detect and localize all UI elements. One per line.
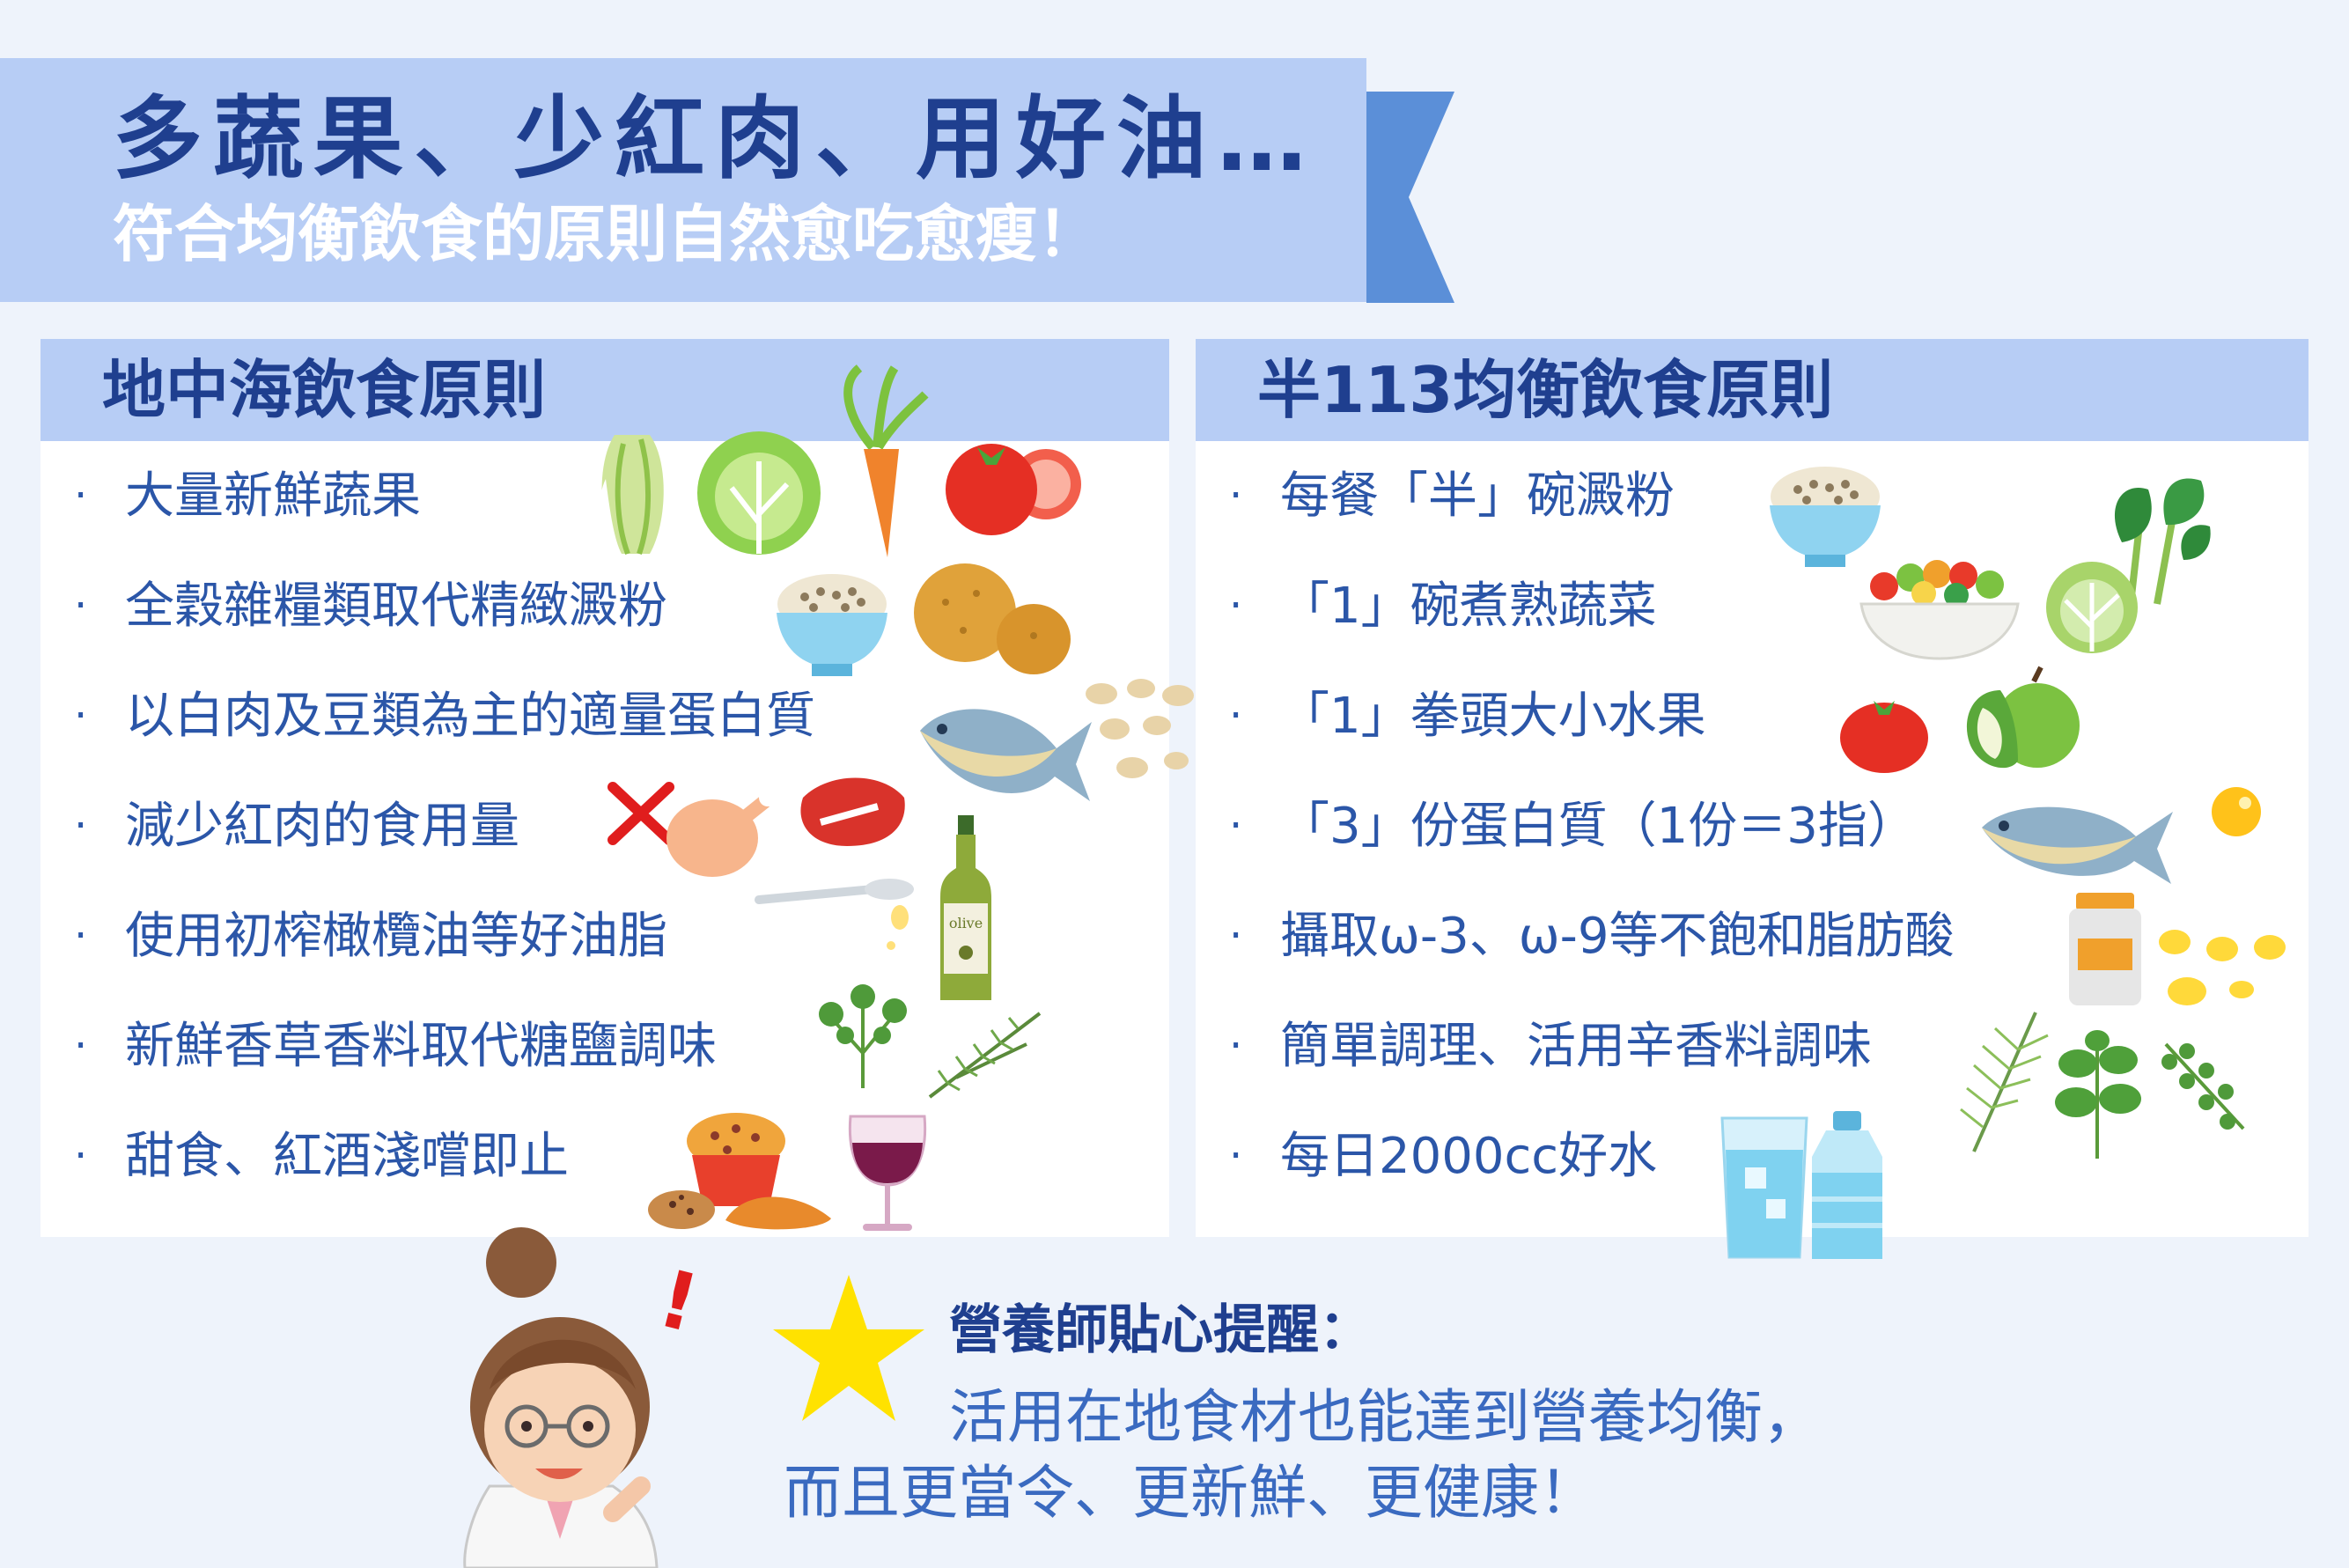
ribbon-tail-icon	[1366, 92, 1454, 303]
list-item: · 「1」碗煮熟蔬菜	[1229, 578, 1657, 635]
water-bottle-icon	[1812, 1111, 1882, 1259]
wine-glass-icon	[848, 1115, 927, 1231]
list-item: · 大量新鮮蔬果	[74, 467, 421, 525]
list-item: · 簡單調理、活用辛香料調味	[1229, 1018, 1872, 1075]
rice-bowl-icon	[1770, 467, 1881, 567]
cabbage-icon	[2046, 562, 2138, 653]
list-item: · 全穀雜糧類取代精緻澱粉	[74, 578, 667, 635]
olive-oil-bottle-icon: olive	[940, 815, 991, 1000]
list-item: · 攝取ω-3、ω-9等不飽和脂肪酸	[1229, 908, 1955, 965]
cabbage-icon	[600, 435, 664, 556]
tip-line-2: 而且更當令、更新鮮、更健康！	[784, 1459, 1597, 1527]
list-item: · 每餐「半」碗澱粉	[1229, 467, 1675, 525]
red-x-icon	[608, 782, 674, 845]
steak-icon	[800, 777, 905, 846]
lettuce-icon	[697, 431, 821, 555]
mediterranean-panel-title: 地中海飲食原則	[102, 353, 547, 427]
salad-bowl-icon	[1859, 560, 2020, 660]
list-item: · 新鮮香草香料取代糖鹽調味	[74, 1018, 717, 1075]
cookies-icon	[648, 1190, 831, 1230]
list-item: · 以白肉及豆類為主的適量蛋白質	[74, 688, 815, 745]
supplement-bottle-icon	[2069, 893, 2141, 1005]
page-title: 多蔬果、少紅肉、用好油…	[113, 87, 1317, 192]
fish-icon	[1982, 806, 2173, 884]
mediterranean-panel-header: 地中海飲食原則	[40, 339, 1169, 441]
page-subtitle: 符合均衡飲食的原則自然愈吃愈瘦！	[113, 198, 1099, 270]
list-item: · 使用初榨橄欖油等好油脂	[74, 908, 667, 965]
oregano-icon	[2161, 1042, 2245, 1130]
capsule-icon	[2159, 930, 2286, 1005]
spoon-icon	[755, 879, 914, 950]
half-113-panel-header: 半113均衡飲食原則	[1196, 339, 2308, 441]
rosemary-icon	[928, 1012, 1042, 1099]
dill-icon	[1960, 1012, 2049, 1152]
beans-icon	[1086, 679, 1194, 778]
parsley-icon	[819, 984, 907, 1088]
potato-icon	[914, 563, 1071, 674]
star-icon	[773, 1275, 924, 1421]
half-113-list: · 每餐「半」碗澱粉 · 「1」碗煮熟蔬菜 · 「1」拳頭大小水果 · 「3」份蛋白質（…	[1196, 441, 1954, 1211]
nutritionist-avatar	[463, 1227, 659, 1568]
list-item: · 「1」拳頭大小水果	[1229, 688, 1706, 745]
egg-icon	[2182, 763, 2291, 872]
apple-icon	[1966, 666, 2080, 769]
mediterranean-list: · 大量新鮮蔬果 · 全穀雜糧類取代精緻澱粉 · 以白肉及豆類為主的適量蛋白質 · 減少…	[40, 441, 815, 1211]
fish-icon	[920, 709, 1092, 801]
water-glass-icon	[1720, 1116, 1808, 1259]
title-ribbon	[0, 58, 1366, 302]
list-item: · 每日2000cc好水	[1229, 1128, 1658, 1185]
basil-icon	[2055, 1030, 2141, 1159]
olive-label: olive	[949, 915, 983, 931]
tip-title: 營養師貼心提醒：	[949, 1299, 1372, 1361]
list-item: · 甜食、紅酒淺嚐即止	[74, 1128, 569, 1185]
half-113-panel-title: 半113均衡飲食原則	[1257, 353, 1834, 427]
spinach-icon	[2114, 478, 2211, 605]
tomato-icon	[946, 444, 1081, 535]
list-item: · 「3」份蛋白質（1份＝3指）	[1229, 798, 1917, 855]
tip-line-1: 活用在地食材也能達到營養均衡，	[949, 1383, 1821, 1451]
chicken-icon	[666, 789, 777, 877]
list-item: · 減少紅肉的食用量	[74, 798, 519, 855]
grain-bowl-icon	[777, 574, 887, 676]
carrot-icon	[843, 364, 929, 557]
muffin-icon	[687, 1113, 785, 1206]
tomato-icon	[1840, 701, 1928, 773]
